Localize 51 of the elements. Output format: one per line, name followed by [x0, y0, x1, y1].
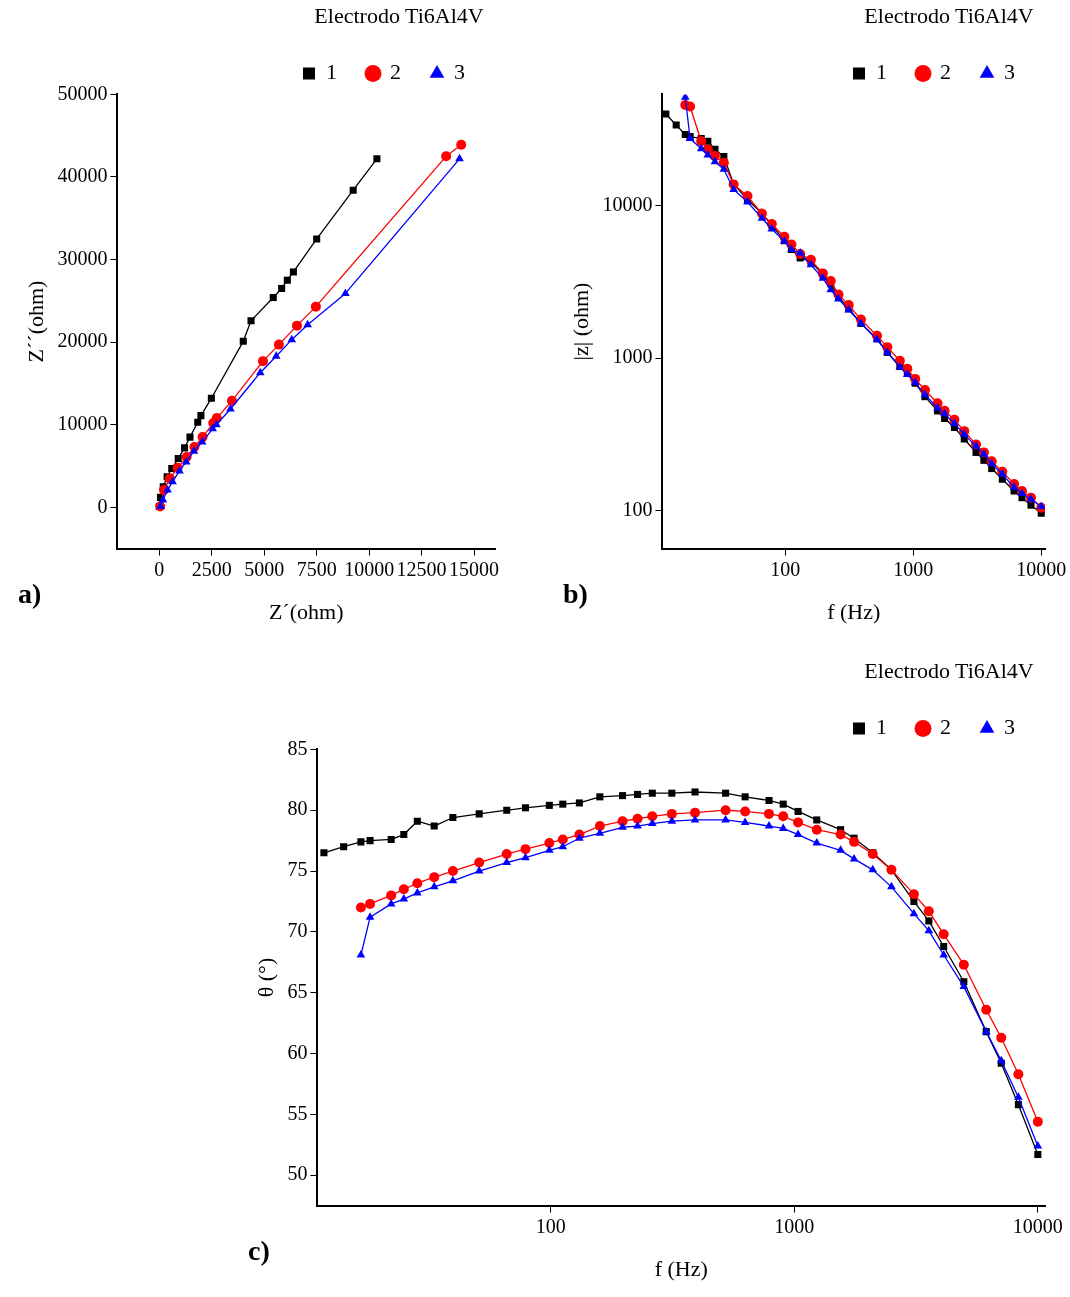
x-tick-label: 100: [535, 1214, 566, 1237]
y-tick-label: 30000: [57, 246, 108, 269]
y-tick-label: 20000: [57, 329, 108, 352]
x-tick-label: 0: [154, 557, 165, 580]
x-tick-label: 1000: [893, 557, 934, 580]
y-tick-label: 10000: [57, 411, 108, 434]
x-tick-label: 100: [770, 557, 801, 580]
y-tick-label: 75: [287, 858, 308, 881]
legend-title: Electrodo Ti6Al4V: [864, 2, 1034, 28]
legend-label: 3: [454, 59, 465, 85]
y-tick-label: 70: [287, 919, 308, 942]
y-tick-label: 10000: [602, 193, 653, 216]
y-tick-label: 55: [287, 1101, 308, 1124]
legend-label: 3: [1004, 59, 1015, 85]
x-tick-label: 10000: [1012, 1214, 1063, 1237]
x-tick-label: 12500: [396, 557, 447, 580]
x-axis-title: f (Hz): [827, 598, 881, 624]
x-tick-label: 10000: [344, 557, 395, 580]
x-tick-label: 1000: [774, 1214, 815, 1237]
x-tick-label: 5000: [244, 557, 285, 580]
text: b): [563, 578, 588, 610]
legend-label: 2: [940, 59, 951, 85]
text: a): [18, 578, 42, 610]
y-axis-title: |z| (ohm): [567, 282, 593, 361]
y-tick-label: 0: [97, 494, 108, 517]
x-tick-label: 10000: [1016, 557, 1067, 580]
y-tick-label: 85: [287, 736, 308, 759]
legend-label: 3: [1004, 714, 1015, 740]
y-tick-label: 50000: [57, 81, 108, 104]
y-tick-label: 80: [287, 797, 308, 820]
x-axis-title: Z´(ohm): [268, 598, 344, 624]
y-tick-label: 50: [287, 1162, 308, 1185]
legend-label: 2: [390, 59, 401, 85]
y-axis-title: Z´´(ohm): [22, 280, 48, 363]
y-axis-title: θ (°): [252, 957, 278, 998]
legend-label: 1: [876, 714, 887, 740]
legend-label: 1: [876, 59, 887, 85]
y-tick-label: 100: [622, 497, 653, 520]
y-tick-label: 60: [287, 1040, 308, 1063]
x-tick-label: 2500: [191, 557, 232, 580]
x-tick-label: 15000: [449, 557, 500, 580]
x-axis-title: f (Hz): [654, 1255, 708, 1281]
legend-title: Electrodo Ti6Al4V: [314, 2, 484, 28]
legend-label: 2: [940, 714, 951, 740]
y-tick-label: 1000: [612, 345, 653, 368]
y-tick-label: 40000: [57, 164, 108, 187]
legend-title: Electrodo Ti6Al4V: [864, 657, 1034, 683]
text: c): [248, 1235, 270, 1267]
x-tick-label: 7500: [296, 557, 337, 580]
legend-label: 1: [326, 59, 337, 85]
y-tick-label: 65: [287, 979, 308, 1002]
